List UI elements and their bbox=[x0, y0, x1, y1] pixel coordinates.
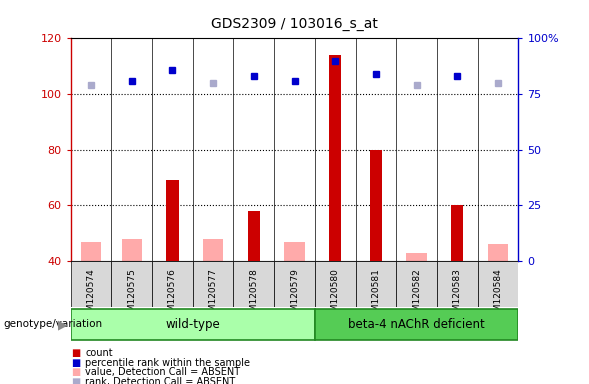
Text: GSM120578: GSM120578 bbox=[249, 268, 259, 323]
Text: count: count bbox=[85, 348, 113, 358]
Text: GSM120580: GSM120580 bbox=[330, 268, 340, 323]
Text: wild-type: wild-type bbox=[166, 318, 220, 331]
Bar bbox=[203, 239, 223, 261]
Bar bbox=[315, 309, 518, 340]
Bar bbox=[356, 261, 396, 307]
Bar bbox=[166, 180, 178, 261]
Bar bbox=[233, 261, 274, 307]
Text: GDS2309 / 103016_s_at: GDS2309 / 103016_s_at bbox=[211, 17, 378, 31]
Bar bbox=[488, 245, 508, 261]
Text: GSM120574: GSM120574 bbox=[87, 268, 95, 323]
Text: beta-4 nAChR deficient: beta-4 nAChR deficient bbox=[348, 318, 485, 331]
Bar bbox=[81, 242, 101, 261]
Text: GSM120576: GSM120576 bbox=[168, 268, 177, 323]
Bar bbox=[478, 261, 518, 307]
Text: GSM120579: GSM120579 bbox=[290, 268, 299, 323]
Bar bbox=[193, 261, 233, 307]
Text: GSM120577: GSM120577 bbox=[209, 268, 217, 323]
Text: GSM120575: GSM120575 bbox=[127, 268, 136, 323]
Text: GSM120583: GSM120583 bbox=[453, 268, 462, 323]
Bar bbox=[121, 239, 142, 261]
Bar bbox=[71, 261, 111, 307]
Bar bbox=[406, 253, 427, 261]
Bar bbox=[274, 261, 315, 307]
Text: ■: ■ bbox=[71, 348, 80, 358]
Text: ■: ■ bbox=[71, 377, 80, 384]
Bar bbox=[284, 242, 305, 261]
Bar bbox=[315, 261, 356, 307]
Text: ■: ■ bbox=[71, 358, 80, 368]
Bar bbox=[248, 211, 260, 261]
Bar bbox=[451, 205, 464, 261]
Text: value, Detection Call = ABSENT: value, Detection Call = ABSENT bbox=[85, 367, 240, 377]
Text: percentile rank within the sample: percentile rank within the sample bbox=[85, 358, 250, 368]
Text: genotype/variation: genotype/variation bbox=[3, 319, 102, 329]
Text: ▶: ▶ bbox=[58, 318, 68, 331]
Bar bbox=[437, 261, 478, 307]
Bar bbox=[71, 309, 315, 340]
Text: ■: ■ bbox=[71, 367, 80, 377]
Text: GSM120581: GSM120581 bbox=[372, 268, 380, 323]
Bar bbox=[111, 261, 152, 307]
Bar bbox=[370, 150, 382, 261]
Text: GSM120584: GSM120584 bbox=[494, 268, 502, 323]
Text: GSM120582: GSM120582 bbox=[412, 268, 421, 323]
Bar bbox=[329, 55, 341, 261]
Bar bbox=[152, 261, 193, 307]
Text: rank, Detection Call = ABSENT: rank, Detection Call = ABSENT bbox=[85, 377, 236, 384]
Bar bbox=[396, 261, 437, 307]
